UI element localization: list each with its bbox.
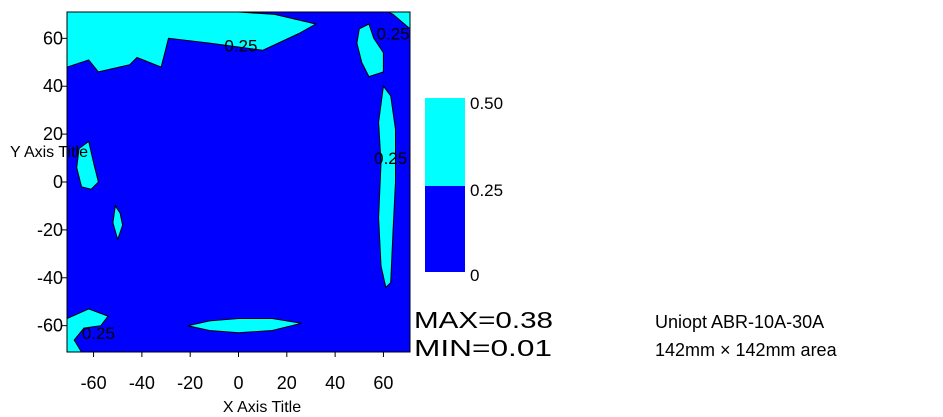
contour-region-3 bbox=[356, 23, 384, 78]
colorbar-lower bbox=[425, 186, 465, 272]
y-axis-title: Y Axis Title bbox=[10, 144, 88, 161]
min-label: MIN=0.01 bbox=[414, 335, 552, 361]
contour-region-4 bbox=[378, 84, 396, 289]
contour-label-4: 0.25 bbox=[82, 324, 115, 343]
plot-area bbox=[66, 11, 411, 353]
x-tick-label: 0 bbox=[233, 373, 243, 393]
y-tick-label: -40 bbox=[37, 268, 63, 288]
x-tick-label: 40 bbox=[325, 373, 345, 393]
x-tick-label: -20 bbox=[177, 373, 203, 393]
y-tick-label: 60 bbox=[43, 28, 63, 48]
colorbar-label-mid: 0.25 bbox=[470, 181, 503, 200]
colorbar-label-low: 0 bbox=[470, 266, 479, 285]
colorbar-upper bbox=[425, 98, 465, 186]
x-tick-label: -40 bbox=[129, 373, 155, 393]
contour-region-8 bbox=[67, 308, 109, 352]
contour-region-7 bbox=[187, 318, 302, 334]
x-axis-title: X Axis Title bbox=[223, 399, 301, 416]
contour-label-1: 0.25 bbox=[224, 37, 257, 56]
y-tick-label: -60 bbox=[37, 316, 63, 336]
y-tick-label: -20 bbox=[37, 220, 63, 240]
colorbar: 0.50 0.25 0 bbox=[425, 94, 503, 285]
annotation-line2: 142mm × 142mm area bbox=[655, 340, 838, 360]
annotation-line1: Uniopt ABR-10A-30A bbox=[655, 312, 824, 332]
contour-label-3: 0.25 bbox=[374, 149, 407, 168]
contour-region-2 bbox=[388, 12, 410, 30]
max-label: MAX=0.38 bbox=[414, 307, 553, 333]
contour-region-6 bbox=[112, 204, 124, 242]
colorbar-label-high: 0.50 bbox=[470, 94, 503, 113]
y-tick-label: 40 bbox=[43, 76, 63, 96]
y-tick-label: 0 bbox=[53, 172, 63, 192]
contour-region-5 bbox=[76, 140, 99, 190]
x-tick-label: 20 bbox=[277, 373, 297, 393]
y-tick-label: 20 bbox=[43, 124, 63, 144]
contour-label-2: 0.25 bbox=[377, 25, 410, 44]
contour-region-1 bbox=[67, 12, 318, 73]
x-tick-label: -60 bbox=[81, 373, 107, 393]
x-tick-label: 60 bbox=[373, 373, 393, 393]
